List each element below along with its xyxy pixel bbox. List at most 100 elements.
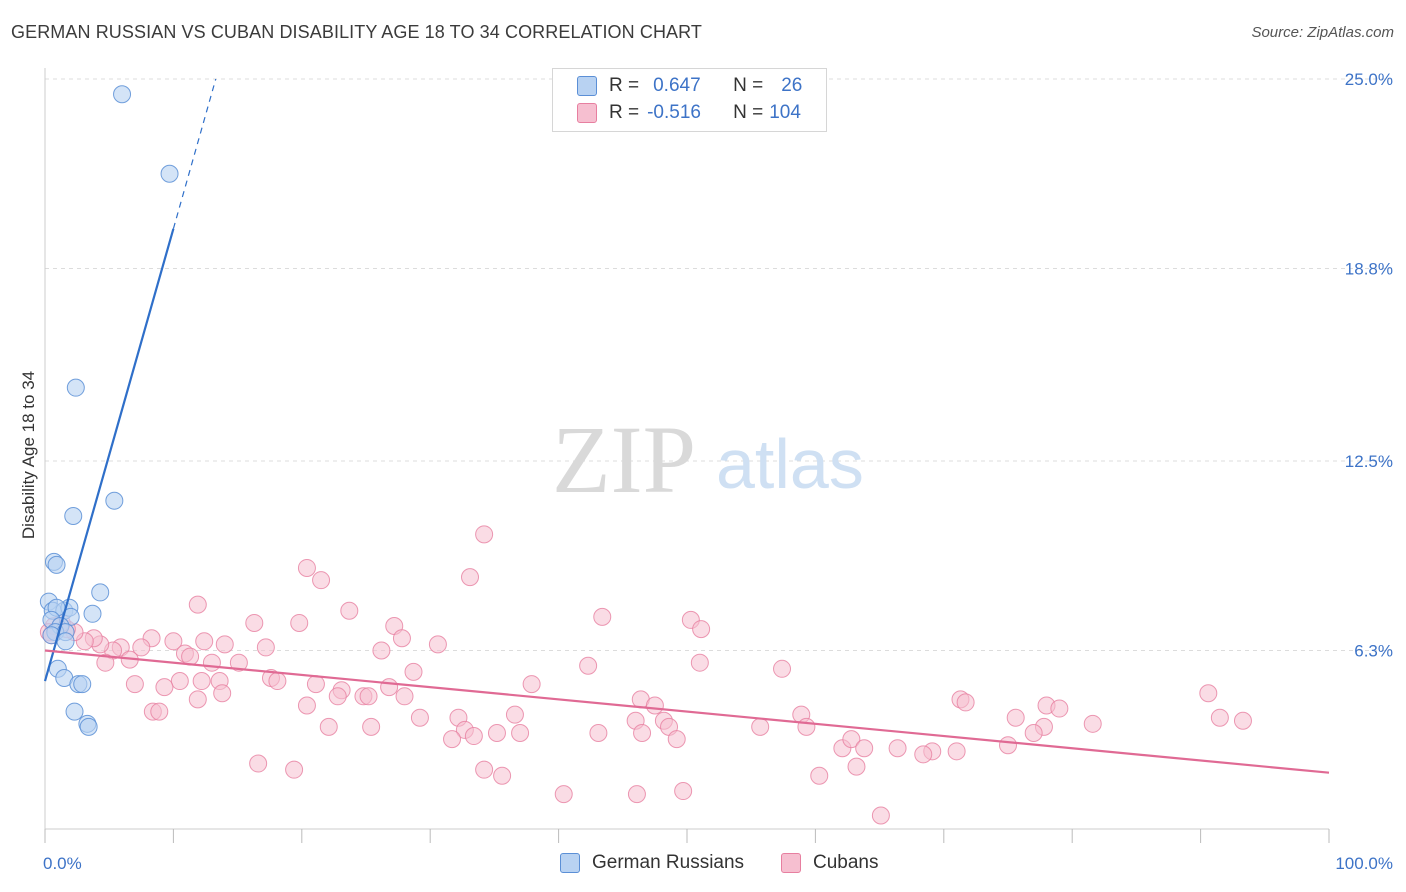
cuban-point	[362, 717, 381, 736]
cuban-point	[645, 696, 664, 715]
cuban-point	[132, 638, 151, 657]
cuban-point	[372, 641, 391, 660]
cuban-point	[285, 760, 304, 779]
y-tick-label: 25.0%	[1345, 70, 1393, 89]
cuban-point	[188, 690, 207, 709]
cuban-point	[475, 525, 494, 544]
gridlines	[45, 78, 1392, 651]
german-russian-point	[160, 164, 179, 183]
german-swatch	[560, 853, 580, 873]
cuban-legend-label: Cubans	[813, 852, 879, 873]
cuban-point	[667, 730, 686, 749]
trend-lines	[43, 78, 1330, 774]
cuban-point	[215, 635, 234, 654]
german-russian-point	[47, 555, 66, 574]
cuban-point	[290, 613, 309, 632]
cuban-point	[392, 629, 411, 648]
source-label: Source: ZipAtlas.com	[1251, 24, 1394, 41]
cuban-point	[999, 736, 1017, 755]
cuban-point	[125, 675, 144, 694]
german-russian-point	[91, 583, 110, 602]
cuban-point	[245, 613, 264, 632]
cuban-point	[1233, 711, 1252, 730]
german-russian-point	[64, 507, 83, 526]
cuban-point	[213, 684, 232, 703]
german-russian-point	[105, 491, 124, 510]
cuban-point	[690, 653, 709, 672]
cuban-point	[464, 727, 483, 746]
cuban-point	[1024, 723, 1043, 742]
cuban-swatch	[781, 853, 801, 873]
cuban-point	[1210, 708, 1229, 727]
cuban-point	[947, 742, 966, 761]
cuban-point	[511, 723, 530, 742]
cuban-point	[202, 653, 221, 672]
x-ticks	[44, 829, 1330, 843]
cuban-point	[359, 687, 378, 706]
bottom-legend-cuban: Cubans	[781, 852, 879, 874]
cuban-point	[773, 659, 792, 678]
chart-title: GERMAN RUSSIAN VS CUBAN DISABILITY AGE 1…	[11, 22, 703, 42]
cuban-point	[522, 675, 541, 694]
x-tick-labels: 0.0% 100.0%	[43, 854, 1393, 873]
cuban-point	[150, 702, 169, 721]
german-russian-point	[83, 604, 102, 623]
german-russian-point	[73, 675, 92, 694]
cuban-point	[674, 782, 693, 801]
y-tick-label: 12.5%	[1345, 452, 1393, 471]
cuban-point	[627, 785, 646, 804]
cuban-point	[797, 717, 816, 736]
cuban-point	[192, 672, 211, 691]
cuban-point	[493, 766, 512, 785]
cuban-point	[319, 717, 338, 736]
x-tick-label: 100.0%	[1335, 854, 1393, 873]
german-russian-point	[56, 632, 75, 651]
cuban-point	[328, 687, 347, 706]
cuban-point	[589, 723, 608, 742]
correlation-legend: R = 0.647 N = 26 R = -0.516 N = 104	[552, 68, 827, 132]
cuban-point	[751, 717, 770, 736]
n-label: N =	[733, 102, 764, 123]
cuban-point	[170, 672, 189, 691]
y-tick-label: 6.3%	[1354, 641, 1393, 660]
cuban-point	[1199, 684, 1218, 703]
cuban-point	[871, 806, 890, 825]
y-tick-label: 18.8%	[1345, 259, 1393, 278]
german-swatch	[577, 76, 597, 96]
cuban-point	[428, 635, 447, 654]
cuban-point	[297, 558, 316, 577]
cuban-swatch	[577, 103, 597, 123]
german-russian-trend-line	[43, 228, 175, 682]
cuban-n-value: 104	[769, 102, 801, 123]
y-tick-labels: 6.3% 12.5% 18.8% 25.0%	[1345, 70, 1393, 660]
cuban-point	[593, 607, 612, 626]
r-label: R =	[609, 102, 640, 123]
n-label: N =	[733, 75, 764, 96]
cuban-point	[380, 678, 399, 697]
legend-row-german: R = 0.647 N = 26	[577, 74, 802, 98]
watermark: ZIP atlas	[552, 406, 864, 513]
german-russian-point	[66, 378, 85, 397]
cuban-point	[475, 760, 494, 779]
cuban-point	[855, 739, 874, 758]
cuban-point	[842, 730, 861, 749]
cuban-point	[256, 638, 275, 657]
cuban-point	[461, 568, 480, 587]
german-r-value: 0.647	[653, 75, 701, 96]
cuban-point	[692, 620, 711, 639]
cuban-point	[888, 739, 907, 758]
cuban-point	[554, 785, 573, 804]
cuban-point	[847, 757, 866, 776]
cuban-point	[633, 723, 652, 742]
cuban-point	[306, 675, 325, 694]
cuban-points	[39, 525, 1252, 825]
cuban-point	[188, 595, 207, 614]
cuban-r-value: -0.516	[647, 102, 701, 123]
cuban-point	[505, 705, 524, 724]
cuban-point	[395, 687, 414, 706]
cuban-point	[340, 601, 359, 620]
bottom-legend-german: German Russians	[560, 852, 744, 874]
cuban-point	[410, 708, 429, 727]
cuban-point	[96, 653, 115, 672]
